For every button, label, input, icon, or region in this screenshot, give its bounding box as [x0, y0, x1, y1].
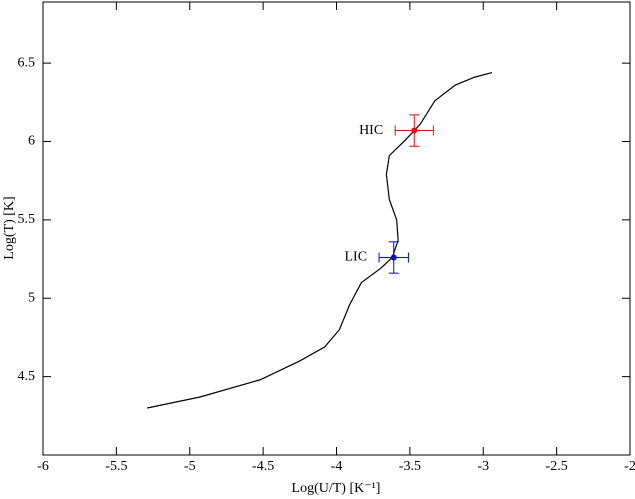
y-tick-label: 5 — [28, 290, 35, 305]
point-label: LIC — [344, 250, 367, 265]
point — [411, 127, 418, 134]
x-axis-label: Log(U/T) [K⁻¹] — [292, 481, 381, 496]
x-tick-label: -4 — [331, 459, 343, 474]
x-tick-label: -2.5 — [546, 459, 568, 474]
point — [390, 254, 397, 261]
x-tick-label: -6 — [37, 459, 49, 474]
curve — [147, 71, 493, 409]
x-tick-label: -4.5 — [252, 459, 274, 474]
y-axis-label: Log(T) [K] — [2, 196, 17, 259]
x-tick-label: -3 — [477, 459, 489, 474]
y-tick-label: 5.5 — [18, 212, 36, 227]
x-tick-label: -3.5 — [399, 459, 421, 474]
x-tick-label: -5.5 — [105, 459, 127, 474]
y-tick-label: 6 — [28, 134, 35, 149]
y-tick-label: 6.5 — [18, 55, 36, 70]
point-label: HIC — [359, 123, 383, 138]
x-tick-label: -2 — [624, 459, 635, 474]
plot-frame — [42, 1, 631, 456]
y-tick-label: 4.5 — [18, 369, 36, 384]
x-tick-label: -5 — [184, 459, 196, 474]
